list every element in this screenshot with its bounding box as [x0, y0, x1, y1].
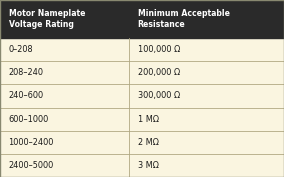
Bar	[0, 38, 284, 61]
Text: 3 MΩ: 3 MΩ	[138, 161, 159, 170]
Text: 2 MΩ: 2 MΩ	[138, 138, 159, 147]
Text: 0–208: 0–208	[9, 45, 33, 54]
Text: 300,000 Ω: 300,000 Ω	[138, 92, 180, 101]
Text: 600–1000: 600–1000	[9, 115, 49, 124]
Text: 1000–2400: 1000–2400	[9, 138, 54, 147]
Text: Minimum Acceptable
Resistance: Minimum Acceptable Resistance	[138, 9, 230, 29]
Text: 208–240: 208–240	[9, 68, 43, 77]
Text: 1 MΩ: 1 MΩ	[138, 115, 159, 124]
Text: 200,000 Ω: 200,000 Ω	[138, 68, 180, 77]
Bar	[0, 84, 284, 107]
Text: 100,000 Ω: 100,000 Ω	[138, 45, 180, 54]
Text: 2400–5000: 2400–5000	[9, 161, 54, 170]
Text: Motor Nameplate
Voltage Rating: Motor Nameplate Voltage Rating	[9, 9, 85, 29]
Text: 240–600: 240–600	[9, 92, 44, 101]
Bar	[0, 131, 284, 154]
Bar	[0, 61, 284, 84]
Bar	[0, 0, 284, 38]
Bar	[0, 107, 284, 131]
Bar	[0, 154, 284, 177]
